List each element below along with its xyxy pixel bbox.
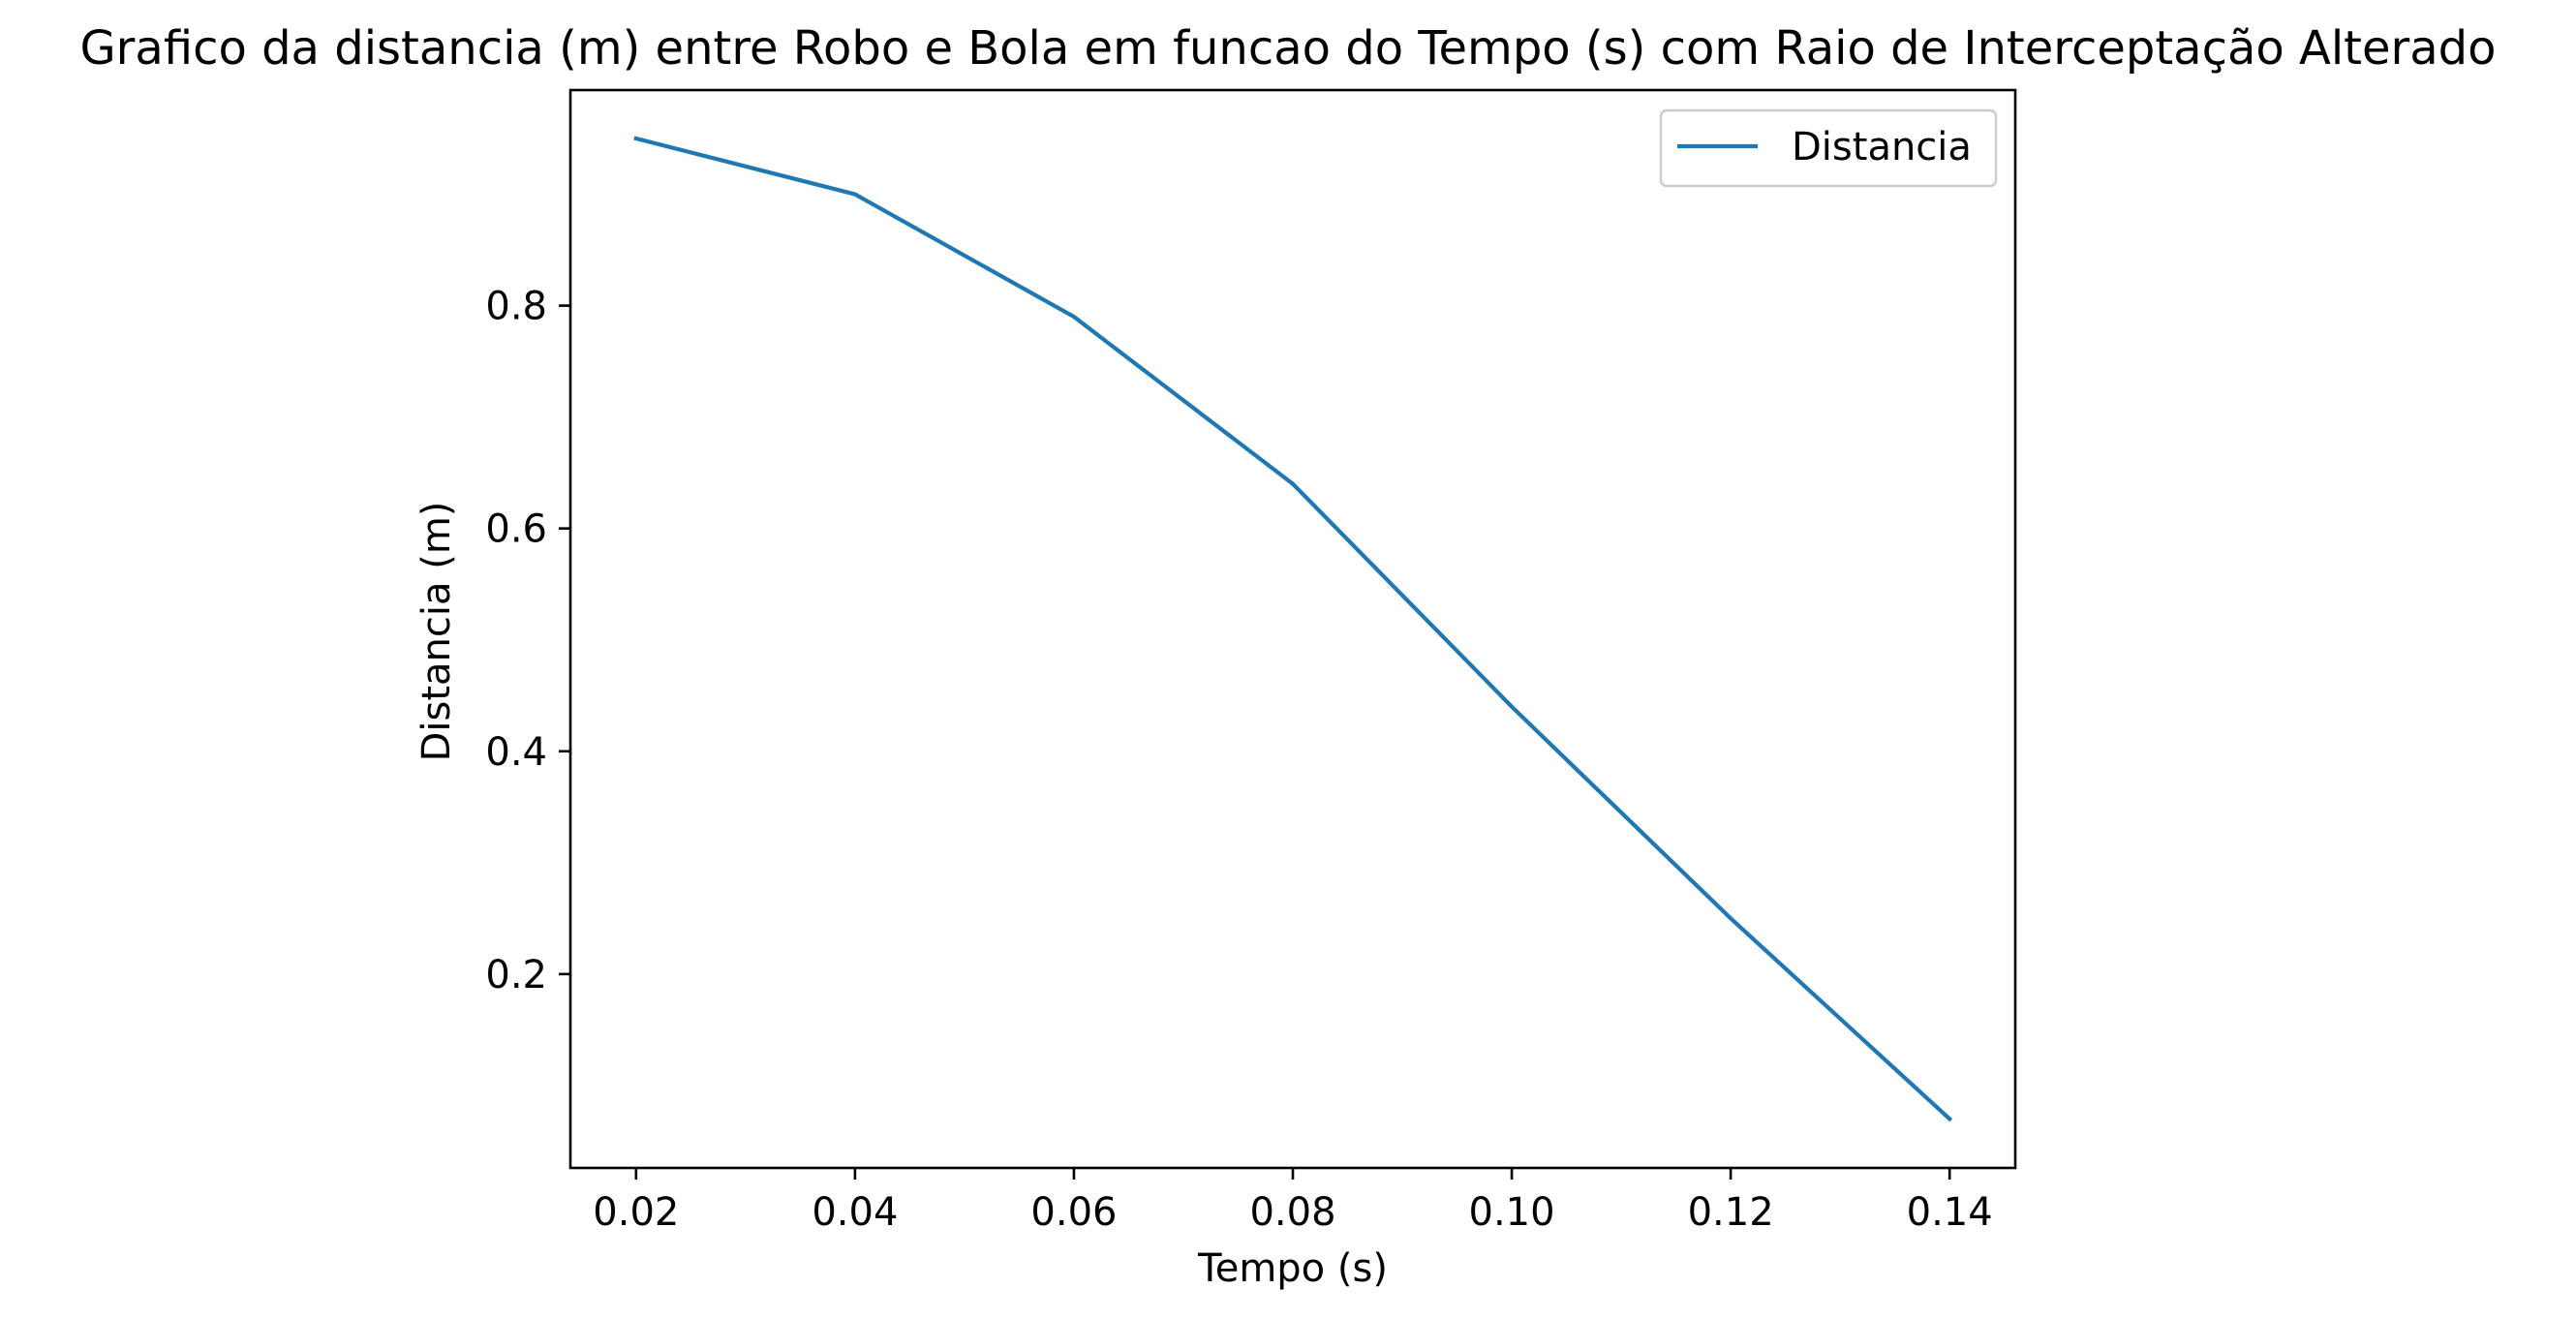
y-tick-label: 0.8 (485, 285, 547, 329)
x-tick-label: 0.10 (1469, 1190, 1555, 1235)
y-axis-label: Distancia (m) (414, 502, 459, 762)
chart-title: Grafico da distancia (m) entre Robo e Bo… (79, 21, 2496, 76)
y-tick-label: 0.2 (485, 953, 547, 997)
y-tick-label: 0.4 (485, 730, 547, 775)
legend: Distancia (1659, 108, 1998, 188)
y-tick-label: 0.6 (485, 507, 547, 552)
series-line-1 (633, 136, 1953, 1122)
x-tick-label: 0.04 (812, 1190, 898, 1235)
legend-box (1659, 108, 1998, 188)
x-tick-label: 0.02 (593, 1190, 679, 1235)
x-tick-label: 0.14 (1907, 1190, 1993, 1235)
x-tick-label: 0.06 (1030, 1190, 1117, 1235)
x-tick-label: 0.08 (1249, 1190, 1335, 1235)
legend-label: Distancia (1792, 125, 1972, 169)
x-axis-label: Tempo (s) (1197, 1246, 1388, 1291)
x-tick-label: 0.12 (1688, 1190, 1774, 1235)
plot-area: 0.02 0.04 0.06 0.08 0.10 0.12 0.14 0.2 0.4 0.6 0.8 (485, 88, 2017, 1235)
